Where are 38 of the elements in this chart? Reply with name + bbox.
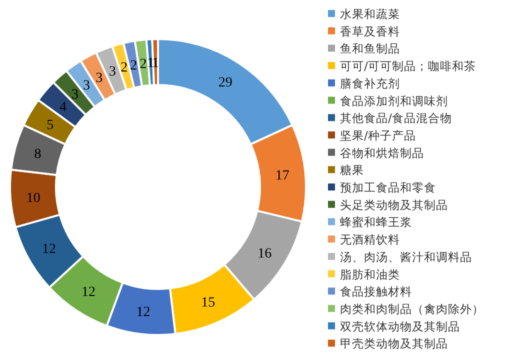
legend-label: 双壳软体动物及其制品 (340, 319, 460, 334)
data-label: 3 (108, 64, 116, 80)
legend-label: 头足类动物及其制品 (340, 198, 448, 212)
data-label: 2 (130, 58, 138, 74)
data-label: 15 (201, 296, 216, 311)
data-label: 12 (42, 242, 56, 258)
legend-label: 香草及香料 (340, 24, 400, 38)
legend-label: 坚果/种子产品 (340, 128, 416, 142)
data-label: 12 (82, 284, 96, 300)
data-label: 8 (34, 147, 42, 162)
legend-label: 可可/可可制品；咖啡和茶 (340, 59, 476, 74)
data-label: 17 (275, 168, 290, 184)
legend-label: 无酒精饮料 (340, 232, 400, 247)
legend-label: 鱼和鱼制品 (340, 42, 400, 56)
data-label: 5 (46, 118, 54, 133)
data-label: 3 (96, 70, 103, 86)
data-label: 10 (26, 190, 40, 206)
legend-label: 甲壳类动物及其制品 (340, 336, 448, 351)
legend-label: 其他食品/食品混合物 (340, 111, 452, 126)
data-label: 4 (59, 100, 66, 115)
legend-label: 谷物和烘焙制品 (340, 146, 424, 160)
data-label: 3 (71, 88, 78, 103)
legend-label: 食品接触材料 (340, 284, 412, 299)
data-label: 16 (258, 246, 272, 262)
legend-label: 蜂蜜和蜂王浆 (340, 215, 412, 230)
legend-label: 食品添加剂和调味剂 (340, 94, 448, 108)
legend-label: 汤、肉汤、酱汁和调料品 (340, 250, 472, 264)
data-label: 2 (140, 56, 147, 72)
legend-label: 肉类和肉制品（禽肉除外） (340, 302, 484, 316)
data-label: 29 (218, 76, 232, 91)
legend-label: 预加工食品和零食 (340, 180, 436, 194)
legend-label: 脂肪和油类 (340, 267, 400, 282)
legend-label: 水果和蔬菜 (340, 7, 400, 21)
data-label: 2 (120, 60, 128, 76)
data-label: 3 (83, 78, 90, 94)
data-label: 12 (136, 305, 150, 320)
legend-label: 膳食补充剂 (340, 76, 400, 90)
legend-label: 糖果 (340, 163, 364, 178)
